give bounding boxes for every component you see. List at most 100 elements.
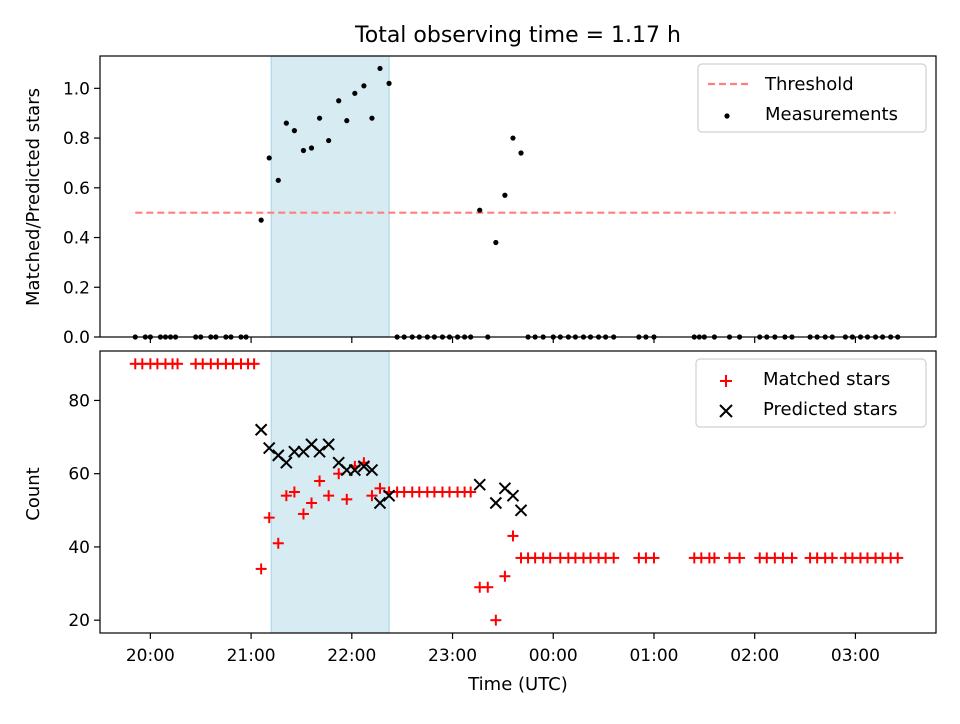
matched-star-point <box>507 530 519 542</box>
y-tick-label: 80 <box>68 391 90 411</box>
measurement-point <box>291 128 297 134</box>
measurement-point <box>344 118 350 124</box>
measurements-legend-label: Measurements <box>765 104 898 125</box>
matched-star-point <box>288 486 300 498</box>
matched-star-point <box>648 552 660 564</box>
top-panel: 0.0 0.2 0.4 0.6 0.8 1.0 Matched/Predicted sta… <box>23 55 937 348</box>
matched-star-point <box>608 552 620 564</box>
measurement-point <box>308 145 315 151</box>
measurement-point <box>283 120 289 126</box>
measurements-legend-swatch <box>724 113 730 119</box>
y-tick-label: 0.8 <box>63 129 90 149</box>
matched-star-point <box>374 482 386 494</box>
predicted-star-point <box>288 445 301 458</box>
bottom-plot-frame <box>99 350 937 634</box>
measurement-point <box>518 150 524 156</box>
bottom-y-axis-label: Count <box>23 467 44 520</box>
measurement-point <box>300 147 307 154</box>
x-tick-label: 21:00 <box>227 646 276 666</box>
bottom-legend-box <box>695 358 927 428</box>
threshold-legend-label: Threshold <box>764 74 854 95</box>
measurement-point <box>377 65 383 72</box>
top-legend: Threshold Measurements <box>697 63 927 133</box>
measurement-point <box>275 177 281 183</box>
y-tick-label: 40 <box>68 538 90 558</box>
measurement-point <box>477 207 483 213</box>
measurement-point <box>502 192 508 198</box>
matched-star-point <box>272 537 284 549</box>
x-tick-label: 02:00 <box>730 646 779 666</box>
bottom-panel: 20 40 60 80 20:00 21:00 22:00 23:00 00:00 01:00 0… <box>23 350 937 695</box>
predicted-star-point <box>382 489 396 502</box>
measurement-point <box>352 90 358 96</box>
predicted-legend-label: Predicted stars <box>763 399 897 420</box>
measurement-point <box>369 115 375 121</box>
matched-star-point <box>708 552 720 564</box>
top-y-axis: 0.0 0.2 0.4 0.6 0.8 1.0 <box>63 79 100 348</box>
x-tick-label: 20:00 <box>126 646 175 666</box>
measurement-point <box>316 115 323 121</box>
y-tick-label: 0.0 <box>63 328 90 348</box>
predicted-star-point <box>373 496 387 510</box>
matched-star-point <box>724 552 736 564</box>
top-y-axis-label: Matched/Predicted stars <box>23 88 44 306</box>
measurement-point <box>266 155 272 161</box>
matched-star-point <box>465 486 477 498</box>
predicted-star-point <box>365 463 379 477</box>
predicted-star-point <box>514 504 528 517</box>
measurement-point <box>336 98 342 104</box>
predicted-star-point <box>313 445 326 458</box>
y-tick-label: 60 <box>68 465 90 485</box>
matched-star-point <box>314 475 326 487</box>
matched-star-point <box>826 552 838 564</box>
matched-star-point <box>297 508 309 520</box>
matched-legend-swatch <box>720 375 732 387</box>
x-tick-label: 23:00 <box>428 646 477 666</box>
matched-star-point <box>366 490 378 502</box>
matched-star-point <box>490 614 502 626</box>
measurement-point <box>386 80 392 86</box>
measurement-point <box>493 239 499 246</box>
matched-star-point <box>306 497 318 509</box>
x-tick-label: 00:00 <box>529 646 578 666</box>
bottom-legend: Matched stars Predicted stars <box>695 358 927 428</box>
matched-star-point <box>482 581 494 593</box>
predicted-star-point <box>348 463 362 477</box>
y-tick-label: 20 <box>68 611 90 631</box>
top-plot-frame <box>99 55 937 338</box>
matched-legend-label: Matched stars <box>763 369 890 390</box>
matched-star-point <box>499 570 511 582</box>
matched-star-point <box>280 490 292 502</box>
y-tick-label: 0.6 <box>63 179 90 199</box>
predicted-star-point <box>473 478 486 491</box>
matched-star-point <box>341 493 353 505</box>
matched-star-point <box>263 512 275 524</box>
predicted-star-point <box>357 460 371 473</box>
bottom-x-axis: 20:00 21:00 22:00 23:00 00:00 01:00 02:00 03:00 <box>126 633 880 666</box>
measurement-point <box>361 83 367 89</box>
matched-star-point <box>544 552 556 564</box>
top-legend-box <box>697 63 927 133</box>
observing-window-highlight <box>270 55 390 338</box>
matched-star-point <box>323 490 335 502</box>
measurement-point <box>258 217 264 223</box>
predicted-star-point <box>506 489 520 502</box>
predicted-star-point <box>322 438 335 451</box>
y-tick-label: 0.4 <box>63 229 90 249</box>
matched-star-point <box>172 358 184 370</box>
matched-star-point <box>892 552 904 564</box>
matched-star-point <box>734 552 746 564</box>
y-tick-label: 1.0 <box>63 79 90 99</box>
highlight-span <box>270 55 390 338</box>
predicted-star-point <box>263 441 276 455</box>
matched-star-point <box>786 552 798 564</box>
chart-title: Total observing time = 1.17 h <box>354 23 681 48</box>
y-tick-label: 0.2 <box>63 278 90 298</box>
matched-star-point <box>248 358 260 370</box>
measurement-point <box>510 135 516 141</box>
x-tick-label: 03:00 <box>831 646 880 666</box>
top-x-ticks <box>149 337 857 343</box>
measurement-point <box>326 137 332 144</box>
predicted-stars-series <box>254 423 528 517</box>
